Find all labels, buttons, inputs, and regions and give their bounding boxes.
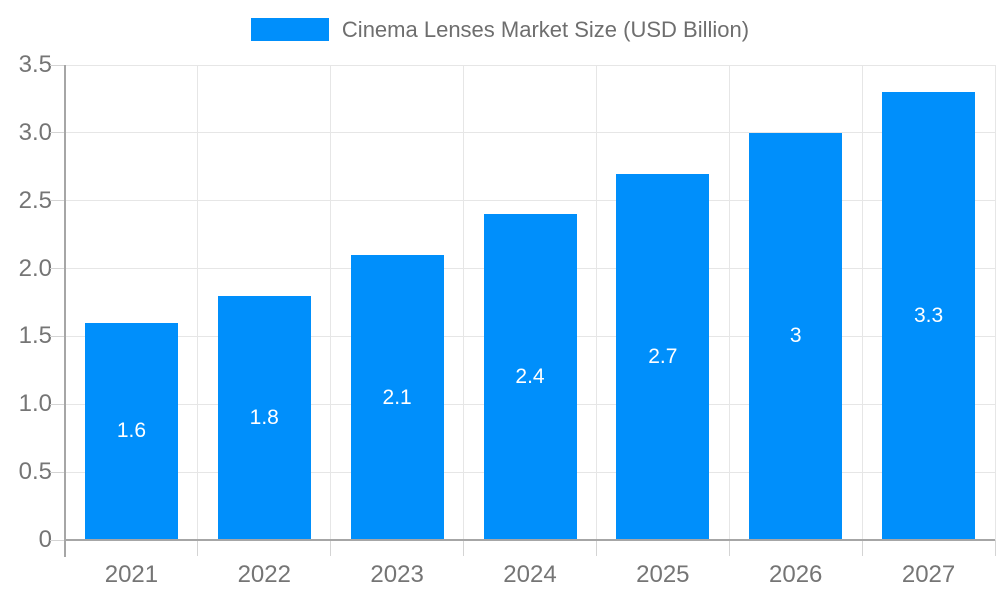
y-axis-labels: 0 0.5 1.0 1.5 2.0 2.5 3.0 3.5 [0, 51, 52, 553]
bar[interactable]: 2.4 [483, 214, 577, 540]
legend-swatch [250, 18, 329, 41]
x-axis-label: 2024 [503, 561, 557, 588]
bar-value-label: 1.8 [249, 405, 279, 429]
gridline-vertical [861, 65, 863, 540]
bar-value-label: 1.6 [116, 419, 147, 443]
gridline-vertical [728, 65, 730, 540]
y-tick [50, 471, 65, 473]
x-axis-label: 2023 [370, 561, 424, 588]
bar-value-label: 3.3 [913, 304, 944, 328]
legend-item[interactable]: Cinema Lenses Market Size (USD Billion) [250, 17, 750, 42]
y-tick [50, 539, 65, 541]
x-axis-label: 2027 [901, 561, 956, 588]
bar-value-label: 3 [789, 324, 802, 348]
gridline-vertical [994, 65, 996, 540]
x-tick [728, 540, 730, 556]
bar[interactable]: 2.1 [350, 255, 444, 540]
x-axis-labels: 2021 2022 2023 2024 2025 2026 2027 [65, 558, 995, 592]
y-axis-line [64, 65, 66, 557]
y-tick [50, 64, 65, 66]
bar-value-label: 2.4 [515, 365, 545, 389]
x-axis-label: 2025 [636, 561, 690, 588]
bar[interactable]: 2.7 [616, 173, 710, 540]
gridline-horizontal [65, 64, 995, 66]
gridline-horizontal [65, 132, 995, 134]
legend-label: Cinema Lenses Market Size (USD Billion) [341, 17, 750, 42]
y-axis-label: 0.5 [18, 458, 52, 486]
y-tick [50, 200, 65, 202]
y-axis-label: 3.0 [18, 118, 52, 146]
bar-value-label: 2.7 [648, 344, 678, 368]
bar-value-label: 2.1 [382, 385, 412, 409]
plot-area: 1.6 1.8 2.1 2.4 2.7 3 3.3 [50, 64, 996, 556]
gridline-vertical [595, 65, 597, 540]
gridline-vertical [463, 65, 465, 540]
x-tick [595, 540, 597, 556]
y-tick [50, 268, 65, 270]
y-tick [50, 335, 65, 337]
y-axis-label: 2.5 [18, 186, 52, 214]
y-tick [50, 403, 65, 405]
bar[interactable]: 1.8 [217, 295, 311, 540]
bar[interactable]: 3.3 [882, 92, 976, 540]
x-tick [330, 540, 332, 556]
y-axis-label: 1.0 [18, 390, 52, 418]
legend: Cinema Lenses Market Size (USD Billion) [0, 18, 1000, 41]
x-tick [994, 540, 996, 556]
y-axis-label: 3.5 [18, 51, 52, 78]
x-axis-label: 2022 [237, 561, 291, 588]
y-axis-label: 1.5 [18, 322, 52, 350]
y-tick [50, 132, 65, 134]
x-axis-label: 2026 [769, 561, 823, 588]
y-axis-label: 2.0 [18, 254, 52, 282]
gridline-horizontal [65, 200, 995, 202]
gridline-vertical [330, 65, 332, 540]
x-axis-line [65, 539, 995, 541]
gridline-vertical [197, 65, 199, 540]
x-tick [197, 540, 199, 556]
x-tick [861, 540, 863, 556]
y-axis-label: 0 [38, 526, 52, 553]
bar[interactable]: 3 [749, 132, 843, 540]
x-axis-label: 2021 [104, 561, 159, 588]
x-tick [463, 540, 465, 556]
bar[interactable]: 1.6 [84, 322, 178, 540]
